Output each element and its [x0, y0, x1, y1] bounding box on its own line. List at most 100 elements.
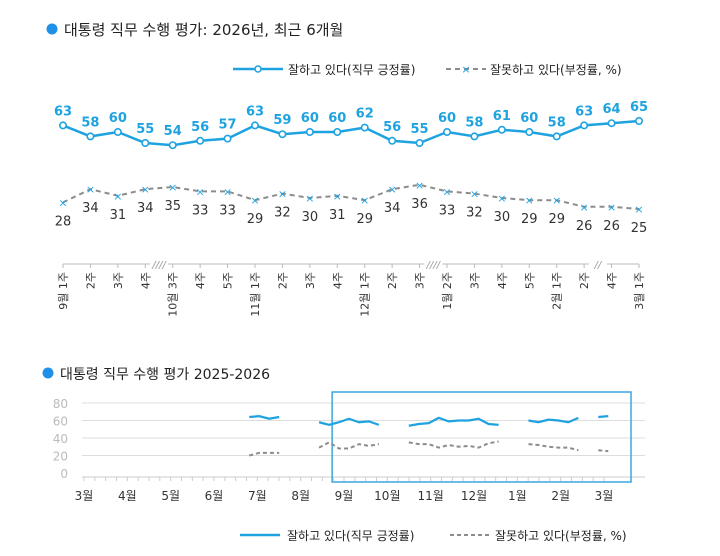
negative-data-label: 32: [274, 206, 291, 221]
negative-point-x-marker: ×: [634, 203, 643, 216]
positive-data-label: 56: [191, 120, 209, 135]
x-tick-label: 4주: [496, 272, 509, 289]
negative-data-label: 31: [110, 208, 127, 223]
x-tick-label: 11월 1주: [249, 272, 262, 317]
positive-series-segment: [408, 416, 499, 427]
positive-point: [607, 119, 616, 128]
negative-data-label: 34: [82, 201, 99, 216]
x-tick-label: 12월 1주: [359, 272, 372, 317]
negative-point-x-marker: ×: [168, 181, 177, 194]
positive-data-label: 58: [465, 115, 483, 130]
x-tick-label: 10월 3주: [167, 272, 180, 317]
axis-break-mark: ////: [151, 260, 167, 271]
positive-data-label: 63: [246, 104, 264, 119]
positive-data-label: 58: [548, 115, 566, 130]
negative-point-x-marker: ×: [360, 194, 369, 207]
x-tick-label: 2월 1주: [551, 272, 564, 310]
positive-series-segment: [598, 415, 609, 419]
x-tick-label: 3주: [468, 272, 481, 289]
x-tick-label: 2주: [578, 272, 591, 289]
negative-data-label: 26: [603, 219, 620, 234]
x-tick-label: 5주: [523, 272, 536, 289]
negative-data-label: 34: [384, 201, 401, 216]
positive-series-line: [62, 119, 640, 147]
positive-data-label: 64: [603, 102, 621, 117]
title-bullet-icon: [42, 367, 54, 379]
y-tick-label: 80: [53, 397, 68, 411]
positive-data-label: 63: [575, 104, 593, 119]
chart-title: 대통령 직무 수행 평가 2025-2026: [60, 367, 270, 383]
legend-positive-label: 잘하고 있다(직무 긍정률): [287, 529, 414, 543]
x-tick-label: 4주: [139, 272, 152, 289]
positive-series-segment: [249, 415, 280, 420]
negative-data-label: 34: [137, 201, 154, 216]
legend-negative-label: 잘못하고 있다(부정률, %): [495, 529, 627, 543]
y-tick-label: 0: [60, 467, 68, 481]
positive-data-label: 60: [328, 111, 346, 126]
x-tick-label: 2월: [551, 489, 570, 503]
negative-point-x-marker: ×: [250, 194, 259, 207]
x-tick-label: 12월: [461, 489, 487, 503]
x-tick-label: 3월: [75, 489, 94, 503]
negative-data-label: 29: [356, 212, 373, 227]
negative-data-label: 33: [192, 203, 209, 218]
x-tick-label: 1월 2주: [441, 272, 454, 310]
positive-data-label: 57: [219, 118, 237, 133]
y-tick-label: 60: [53, 415, 68, 429]
negative-series-line: [62, 183, 640, 210]
negative-data-label: 28: [55, 214, 72, 229]
negative-data-label: 35: [164, 199, 181, 214]
positive-point: [552, 132, 561, 141]
x-tick-label: 10월: [374, 489, 400, 503]
positive-point: [196, 136, 205, 145]
positive-point: [634, 117, 643, 126]
x-tick-label: 5월: [161, 489, 180, 503]
negative-point-x-marker: ×: [442, 185, 451, 198]
x-tick-label: 1월: [508, 489, 527, 503]
highlight-box: [331, 391, 632, 483]
negative-series-segment: [408, 440, 499, 449]
positive-series-segment: [318, 417, 380, 427]
positive-point: [442, 128, 451, 137]
negative-point-x-marker: ×: [305, 192, 314, 205]
negative-data-label: 29: [521, 212, 538, 227]
negative-data-label: 30: [494, 210, 511, 225]
x-tick-label: 4월: [118, 489, 137, 503]
negative-point-x-marker: ×: [607, 201, 616, 214]
negative-data-label: 33: [439, 203, 456, 218]
title-bullet-icon: [46, 23, 58, 35]
x-tick-label: 11월: [418, 489, 444, 503]
x-tick-label: 3월: [595, 489, 614, 503]
negative-data-label: 31: [329, 208, 346, 223]
x-tick-label: 8월: [291, 489, 310, 503]
positive-data-label: 55: [411, 122, 429, 137]
negative-point-x-marker: ×: [388, 183, 397, 196]
negative-point-x-marker: ×: [552, 194, 561, 207]
axis-break-mark: //: [593, 260, 602, 271]
positive-data-label: 58: [81, 115, 99, 130]
negative-series-segment: [249, 451, 280, 457]
legend-positive-label: 잘하고 있다(직무 긍정률): [288, 63, 415, 77]
negative-point-x-marker: ×: [580, 201, 589, 214]
x-tick-label: 9월 1주: [57, 272, 70, 310]
positive-data-label: 59: [273, 113, 291, 128]
positive-data-label: 60: [109, 111, 127, 126]
positive-data-label: 60: [438, 111, 456, 126]
axis-break-gap: [424, 258, 443, 270]
negative-point-x-marker: ×: [497, 192, 506, 205]
negative-series-segment: [318, 441, 380, 450]
negative-point-x-marker: ×: [470, 188, 479, 201]
negative-point-x-marker: ×: [333, 190, 342, 203]
positive-point: [113, 128, 122, 137]
positive-data-label: 60: [520, 111, 538, 126]
x-tick-label: 2주: [276, 272, 289, 289]
positive-series-segment: [528, 416, 579, 424]
axis-break-mark: ////: [426, 260, 442, 271]
x-tick-label: 2주: [84, 272, 97, 289]
negative-series-segment: [598, 449, 609, 453]
negative-data-label: 29: [247, 212, 264, 227]
negative-point-x-marker: ×: [196, 185, 205, 198]
negative-data-label: 26: [576, 219, 593, 234]
